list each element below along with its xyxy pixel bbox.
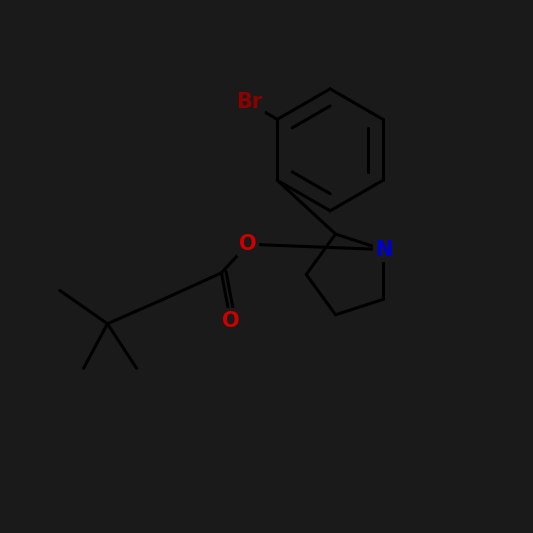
Text: O: O bbox=[222, 311, 239, 330]
Text: N: N bbox=[375, 239, 393, 260]
Text: Br: Br bbox=[236, 92, 263, 112]
Text: O: O bbox=[239, 234, 257, 254]
